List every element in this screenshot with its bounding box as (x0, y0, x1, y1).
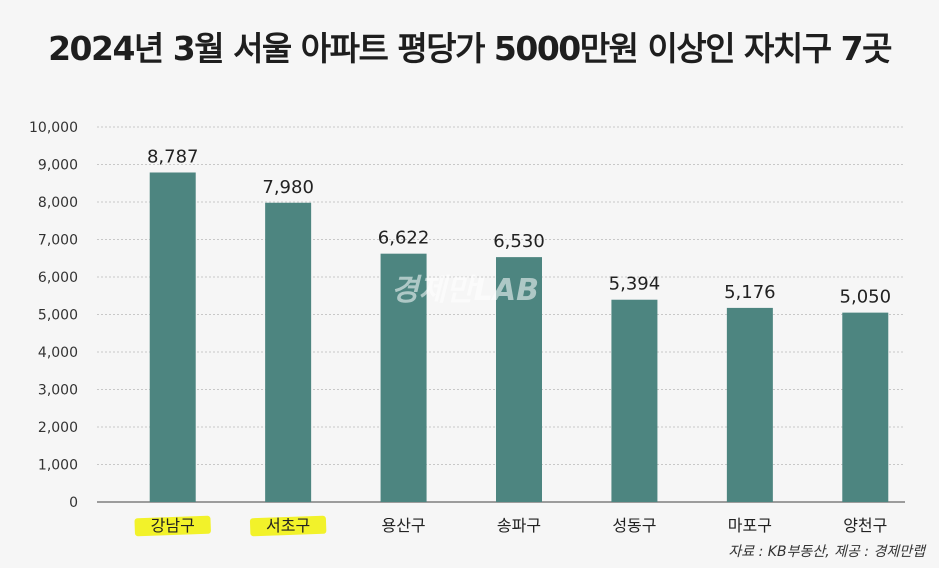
highlight-marks (134, 515, 327, 537)
y-tick-label: 7,000 (38, 233, 78, 249)
bar (842, 312, 889, 502)
category-label: 송파구 (497, 516, 541, 535)
highlight-mark (134, 515, 211, 537)
highlight-mark (249, 515, 327, 537)
bar (149, 172, 196, 503)
y-tick-label: 1,000 (38, 458, 78, 474)
chart-title: 2024년 3월 서울 아파트 평당가 5000만원 이상인 자치구 7곳 (48, 29, 892, 68)
data-label: 5,050 (840, 287, 892, 308)
data-label: 5,394 (609, 274, 661, 295)
data-label: 6,530 (493, 231, 545, 252)
category-label: 양천구 (843, 516, 887, 535)
y-tick-label: 0 (69, 495, 78, 511)
source-note: 자료 : KB부동산, 제공 : 경제만랩 (728, 544, 925, 560)
y-tick-label: 9,000 (38, 158, 78, 174)
bar (265, 202, 312, 502)
category-label: 서초구 (266, 516, 310, 535)
y-tick-label: 4,000 (38, 345, 78, 361)
y-tick-label: 8,000 (38, 195, 78, 211)
data-label: 7,980 (262, 177, 314, 198)
data-label: 6,622 (378, 228, 430, 249)
category-label: 성동구 (612, 516, 656, 535)
bars (149, 172, 889, 503)
category-label: 마포구 (728, 516, 772, 535)
y-tick-label: 2,000 (38, 420, 78, 436)
bar (726, 307, 773, 502)
category-label: 용산구 (381, 516, 425, 535)
bar (380, 253, 427, 502)
bar (611, 299, 658, 502)
data-labels: 8,787 7,980 6,622 6,530 5,394 5,176 5,050 (147, 146, 891, 307)
watermark-logo: 경제만LAB (391, 273, 539, 308)
category-labels: 강남구 서초구 용산구 송파구 성동구 마포구 양천구 (151, 516, 888, 535)
data-label: 5,176 (724, 282, 776, 303)
y-tick-label: 5,000 (38, 308, 78, 324)
y-axis-ticks: 0 1,000 2,000 3,000 4,000 5,000 6,000 7,000 8,00… (29, 120, 78, 511)
category-label: 강남구 (151, 516, 195, 535)
data-label: 8,787 (147, 146, 199, 167)
y-tick-label: 3,000 (38, 383, 78, 399)
y-tick-label: 6,000 (38, 270, 78, 286)
bar (496, 257, 542, 502)
y-tick-label: 10,000 (29, 120, 78, 136)
